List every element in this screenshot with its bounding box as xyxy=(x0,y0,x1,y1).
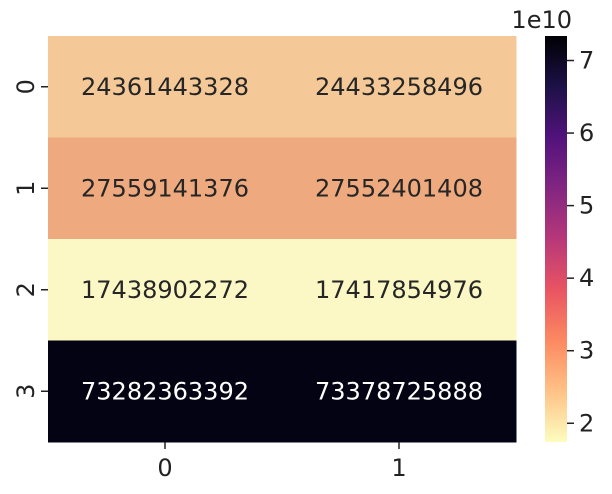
cell-value-label-r2-c1: 17417854976 xyxy=(315,276,483,304)
y-tick-label-3: 3 xyxy=(12,384,40,399)
colorbar-gradient xyxy=(545,36,567,442)
x-tick-label-0: 0 xyxy=(157,454,172,482)
heatmap-cell-r3-c0 xyxy=(48,340,283,443)
colorbar-tick-label-5: 5 xyxy=(579,192,594,220)
colorbar-tick-label-4: 4 xyxy=(579,264,594,292)
y-axis: 0 1 2 3 xyxy=(12,79,48,399)
cell-value-label-r0-c0: 24361443328 xyxy=(81,73,249,101)
cell-value-label-r1-c0: 27559141376 xyxy=(81,174,249,202)
heatmap-cell-r2-c0 xyxy=(48,239,283,341)
colorbar-tick-label-7: 7 xyxy=(579,47,594,75)
y-tick-label-0: 0 xyxy=(12,79,40,94)
cell-value-label-r0-c1: 24433258496 xyxy=(315,73,483,101)
colorbar-offset-label: 1e10 xyxy=(511,6,572,34)
cell-value-label-r3-c1: 73378725888 xyxy=(315,377,483,405)
colorbar-tick-label-2: 2 xyxy=(579,409,594,437)
heatmap-cell-r1-c1 xyxy=(282,137,517,240)
heatmap-cell-r0-c1 xyxy=(282,36,517,138)
heatmap-cell-r3-c1 xyxy=(282,340,517,443)
heatmap-cell-r0-c0 xyxy=(48,36,283,138)
y-tick-label-2: 2 xyxy=(12,282,40,297)
colorbar-tick-label-3: 3 xyxy=(579,337,594,365)
heatmap-cell-labels: 24361443328 24433258496 27559141376 2755240… xyxy=(81,73,483,406)
heatmap-cell-r2-c1 xyxy=(282,239,517,341)
colorbar-ticks: 2 3 4 5 6 7 xyxy=(567,47,594,437)
x-tick-label-1: 1 xyxy=(391,454,406,482)
heatmap-cells xyxy=(48,36,517,443)
y-tick-label-1: 1 xyxy=(12,181,40,196)
cell-value-label-r1-c1: 27552401408 xyxy=(315,174,483,202)
cell-value-label-r3-c0: 73282363392 xyxy=(81,377,249,405)
heatmap-cell-r1-c0 xyxy=(48,137,283,240)
colorbar-tick-label-6: 6 xyxy=(579,119,594,147)
cell-value-label-r2-c0: 17438902272 xyxy=(81,276,249,304)
colorbar: 2 3 4 5 6 7 1e10 xyxy=(511,6,594,442)
